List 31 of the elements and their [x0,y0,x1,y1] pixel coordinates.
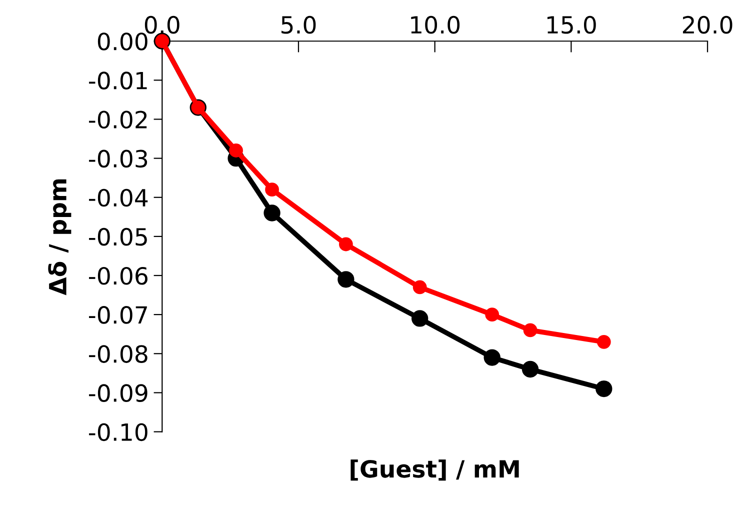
y-tick-label: -0.03 [89,150,148,168]
x-tick-label: 15.0 [547,16,596,34]
x-tick-label: 5.0 [282,16,316,34]
point [265,182,279,197]
y-tick-label: -0.01 [89,72,147,90]
point [522,360,539,378]
x-tick-label: 10.0 [411,16,460,34]
y-tick-label: -0.04 [89,188,148,207]
point [412,310,428,327]
x-axis-title: [Guest] / mM [350,460,519,481]
x-tick-label: 20.0 [682,16,732,34]
y-tick-label: -0.02 [89,110,147,129]
y-tick-label: -0.05 [89,228,147,246]
point [229,144,243,158]
y-tick-label: 0.00 [98,32,148,50]
y-axis-title: Δδ / ppm [48,179,72,296]
point [596,380,612,398]
point [338,237,353,252]
y-tick-label: -0.08 [89,345,148,363]
y-tick-label: -0.07 [89,306,147,324]
y-tick-label: -0.09 [89,384,148,402]
point [264,204,280,222]
point [338,271,354,288]
point [485,308,500,322]
point [412,280,427,294]
x-tick-label: 0.0 [144,16,180,34]
point [523,323,538,338]
y-tick-label: -0.10 [89,423,148,442]
point [596,334,611,349]
point [484,349,500,366]
y-tick-label: -0.06 [89,266,148,285]
